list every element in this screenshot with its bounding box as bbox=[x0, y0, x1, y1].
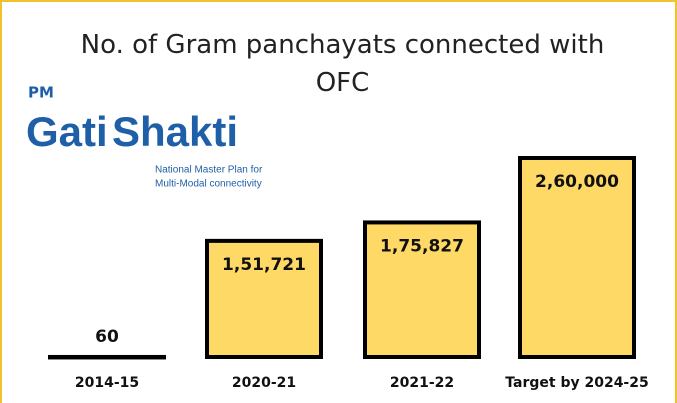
x-tick-label: 2014-15 bbox=[75, 375, 139, 391]
bar bbox=[363, 220, 481, 359]
bar bbox=[48, 354, 166, 360]
value-label: 1,75,827 bbox=[380, 236, 464, 256]
logo-name: Gati bbox=[26, 108, 108, 155]
bar bbox=[205, 238, 323, 359]
logo-name: Shakti bbox=[112, 108, 238, 155]
bar bbox=[518, 156, 636, 359]
value-label: 2,60,000 bbox=[535, 172, 619, 192]
value-label: 60 bbox=[95, 327, 119, 347]
x-tick-label: 2020-21 bbox=[232, 375, 296, 391]
x-tick-label: 2021-22 bbox=[390, 375, 454, 391]
logo-tagline: National Master Plan for bbox=[155, 165, 263, 176]
logo-prefix: PM bbox=[28, 84, 54, 102]
value-label: 1,51,721 bbox=[222, 255, 306, 275]
logo-tagline: Multi-Modal connectivity bbox=[155, 179, 262, 190]
x-tick-label: Target by 2024-25 bbox=[505, 375, 648, 391]
chart-title: No. of Gram panchayats connected with OF… bbox=[80, 30, 605, 98]
